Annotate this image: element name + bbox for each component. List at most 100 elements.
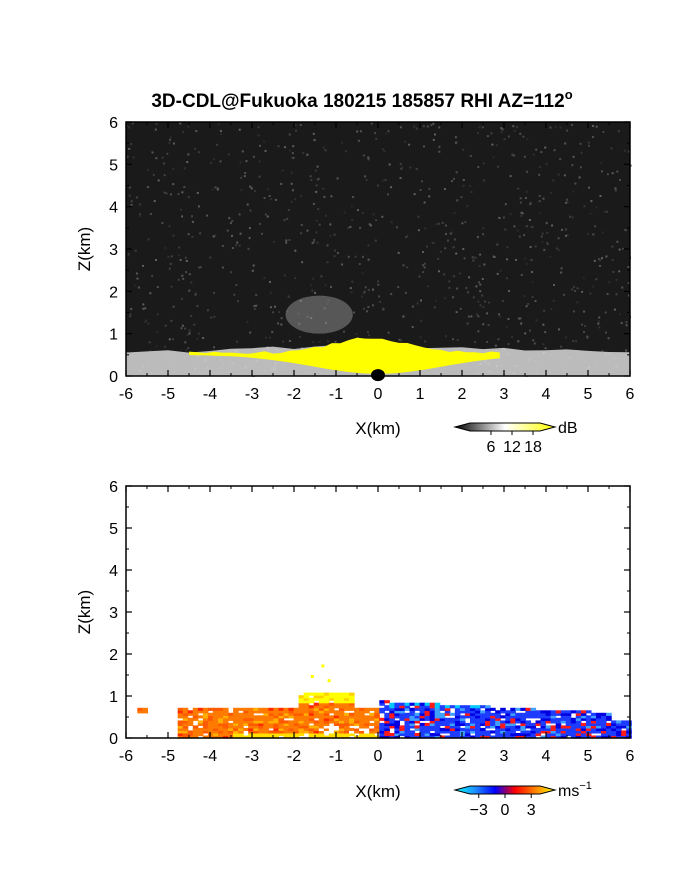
velocity-pixel (338, 712, 345, 716)
noise-pixel (481, 126, 484, 129)
velocity-pixel (439, 722, 446, 726)
noise-pixel (549, 255, 552, 258)
velocity-pixel (293, 715, 300, 719)
noise-pixel (188, 329, 191, 332)
noise-pixel (565, 336, 568, 339)
noise-pixel (606, 293, 609, 295)
noise-pixel (257, 126, 260, 129)
noise-pixel (169, 138, 171, 141)
noise-pixel (129, 313, 132, 316)
velocity-pixel (580, 733, 587, 737)
noise-pixel (148, 341, 151, 344)
velocity-pixel (283, 735, 290, 739)
velocity-pixel (333, 695, 340, 699)
velocity-pixel (540, 735, 547, 739)
velocity-pixel (253, 710, 259, 714)
noise-pixel (235, 284, 238, 286)
noise-pixel (164, 345, 167, 348)
noise-pixel (529, 329, 531, 332)
velocity-pixel (449, 705, 456, 709)
velocity-pixel (374, 710, 380, 714)
velocity-pixel (409, 733, 416, 737)
noise-pixel (584, 324, 586, 327)
velocity-pixel (454, 707, 461, 711)
velocity-pixel (475, 712, 481, 716)
velocity-pixel (177, 735, 184, 739)
noise-pixel (462, 248, 465, 250)
velocity-pixel (550, 727, 557, 731)
velocity-pixel (258, 707, 264, 711)
velocity-pixel (212, 707, 219, 711)
noise-pixel (135, 196, 138, 199)
noise-pixel (406, 235, 409, 238)
noise-pixel (521, 212, 524, 215)
x-tick-label: -5 (161, 386, 175, 403)
velocity-pixel (303, 692, 310, 696)
velocity-pixel (454, 733, 461, 737)
noise-pixel (404, 140, 407, 143)
velocity-pixel (349, 717, 355, 721)
velocity-pixel (268, 720, 274, 724)
velocity-pixel (394, 733, 400, 737)
velocity-colorbar-tick-label: 0 (501, 802, 510, 819)
velocity-pixel (611, 720, 617, 724)
noise-pixel (128, 186, 131, 189)
noise-pixel (484, 300, 486, 303)
velocity-pixel (404, 712, 411, 716)
velocity-pixel (480, 733, 486, 737)
velocity-pixel (192, 710, 199, 714)
velocity-pixel (182, 720, 189, 724)
velocity-pixel (359, 722, 365, 726)
noise-pixel (172, 305, 175, 308)
velocity-pixel (303, 707, 310, 711)
noise-pixel (132, 156, 135, 159)
velocity-pixel (590, 727, 597, 731)
noise-pixel (136, 277, 139, 280)
velocity-pixel (459, 733, 466, 737)
velocity-pixel (601, 727, 607, 731)
noise-pixel (151, 274, 154, 277)
velocity-echo (137, 664, 632, 739)
velocity-pixel (470, 735, 476, 739)
noise-pixel (615, 278, 618, 281)
velocity-pixel (389, 733, 395, 737)
noise-pixel (595, 278, 598, 281)
noise-pixel (503, 138, 506, 141)
noise-pixel (221, 244, 224, 247)
velocity-pixel (409, 720, 416, 724)
velocity-pixel (505, 735, 511, 739)
velocity-pixel (379, 710, 385, 714)
velocity-pixel (525, 712, 531, 716)
noise-pixel (330, 195, 333, 198)
noise-pixel (529, 246, 532, 248)
velocity-pixel (303, 727, 310, 731)
velocity-pixel (515, 707, 521, 711)
noise-pixel (518, 235, 521, 238)
noise-pixel (183, 167, 186, 170)
noise-pixel (550, 308, 553, 311)
noise-pixel (614, 189, 617, 192)
velocity-pixel (182, 730, 189, 734)
velocity-pixel (470, 705, 476, 709)
noise-pixel (164, 324, 167, 327)
noise-pixel (268, 336, 271, 339)
velocity-pixel (404, 720, 411, 724)
velocity-pixel (253, 722, 259, 726)
velocity-pixel (429, 735, 436, 739)
velocity-pixel (470, 720, 476, 724)
x-tick-label: 3 (500, 386, 509, 403)
noise-pixel (250, 187, 253, 190)
noise-pixel (557, 237, 560, 240)
velocity-pixel (293, 720, 300, 724)
velocity-pixel (500, 707, 506, 711)
noise-pixel (156, 313, 159, 316)
velocity-pixel (293, 722, 300, 726)
noise-pixel (420, 299, 422, 302)
velocity-pixel (323, 697, 330, 701)
noise-pixel (519, 201, 522, 204)
velocity-pixel (454, 717, 461, 721)
velocity-pixel (459, 720, 466, 724)
noise-pixel (387, 130, 390, 133)
noise-pixel (343, 211, 346, 214)
